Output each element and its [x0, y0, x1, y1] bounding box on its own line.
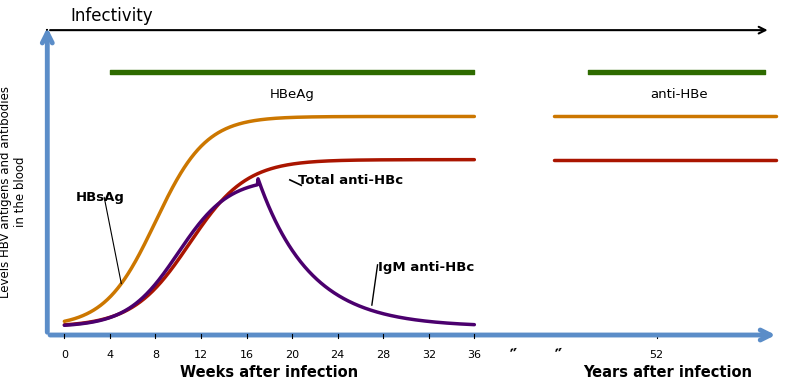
Text: 4: 4 — [106, 350, 113, 360]
Text: 32: 32 — [422, 350, 436, 360]
Text: anti-HBe: anti-HBe — [651, 88, 708, 101]
Text: Total anti-HBc: Total anti-HBc — [298, 173, 403, 187]
Text: 12: 12 — [194, 350, 208, 360]
Text: HBsAg: HBsAg — [75, 191, 125, 204]
Text: Infectivity: Infectivity — [70, 7, 152, 25]
Text: Years after infection: Years after infection — [583, 365, 752, 380]
Text: 16: 16 — [240, 350, 254, 360]
Text: 28: 28 — [376, 350, 391, 360]
Text: Weeks after infection: Weeks after infection — [180, 365, 358, 380]
Text: 20: 20 — [285, 350, 299, 360]
Text: IgM anti-HBc: IgM anti-HBc — [377, 261, 474, 274]
Text: 52: 52 — [649, 350, 663, 360]
Text: 8: 8 — [152, 350, 159, 360]
Text: 0: 0 — [61, 350, 68, 360]
Text: 36: 36 — [468, 350, 481, 360]
Text: Levels HBV antigens and antibodies
in the blood: Levels HBV antigens and antibodies in th… — [0, 86, 28, 298]
Text: HBeAg: HBeAg — [270, 88, 314, 101]
Text: ″: ″ — [554, 347, 565, 366]
Text: ″: ″ — [509, 347, 520, 366]
Text: 24: 24 — [331, 350, 345, 360]
